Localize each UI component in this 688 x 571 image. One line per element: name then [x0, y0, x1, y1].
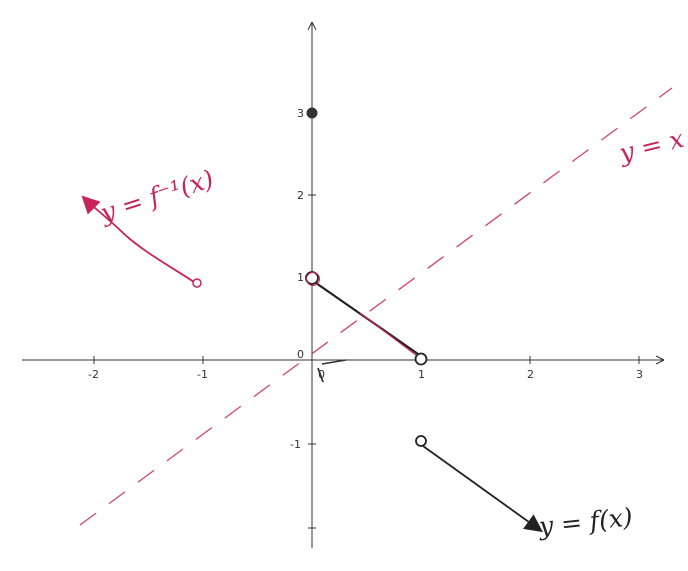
closed-point — [306, 107, 318, 119]
finv-open-point — [192, 278, 202, 288]
y-tick-label: 2 — [297, 189, 304, 202]
x-tick-label: 0 — [318, 368, 325, 381]
x-tick-label: -1 — [197, 368, 208, 381]
y-tick-label: 1 — [297, 271, 304, 284]
open-point — [306, 272, 320, 286]
identity-label: y = x — [615, 124, 686, 168]
f-ray — [422, 445, 543, 533]
x-tick-label: 1 — [418, 368, 425, 381]
open-point — [414, 352, 428, 366]
f-label: y = f(x) — [537, 502, 634, 541]
y-tick-label: -1 — [290, 438, 301, 451]
origin-mark — [321, 359, 347, 365]
open-point — [415, 435, 427, 447]
finv-overlap-segment — [359, 312, 417, 356]
finv-label: y = f⁻¹(x) — [96, 164, 217, 228]
open-point — [305, 271, 319, 285]
finv-ray — [81, 195, 195, 283]
y-axis-arrow-icon — [307, 21, 317, 31]
x-axis-arrow-icon — [655, 355, 665, 365]
y-tick-label: 3 — [297, 107, 304, 120]
x-tick-label: 2 — [527, 368, 534, 381]
y-tick-label: 0 — [297, 348, 304, 361]
origin-mark — [317, 367, 324, 383]
x-tick-label: 3 — [636, 368, 643, 381]
x-tick-label: -2 — [88, 368, 99, 381]
identity-line — [79, 87, 673, 526]
